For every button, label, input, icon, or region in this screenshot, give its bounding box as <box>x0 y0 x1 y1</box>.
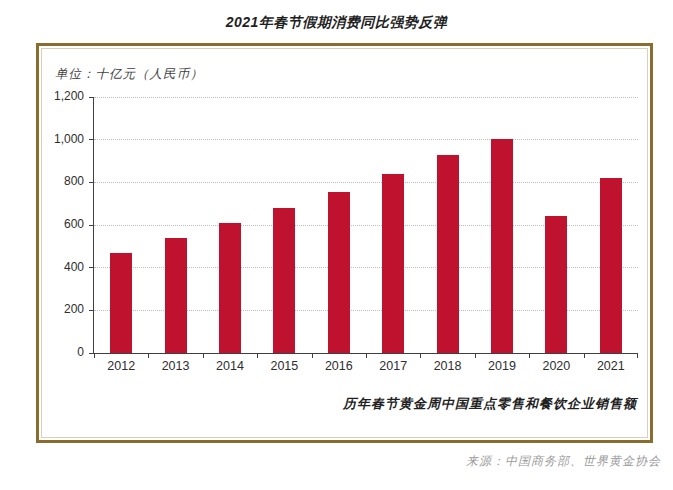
chart-frame: 单位：十亿元（人民币） 02004006008001,0001,20020122… <box>36 43 653 443</box>
grid-line <box>94 139 638 140</box>
y-axis-label: 200 <box>38 302 84 316</box>
y-axis-tick <box>89 310 94 311</box>
source-note: 来源：中国商务部、世界黄金协会 <box>466 453 661 470</box>
x-axis-tick <box>637 353 638 358</box>
bar <box>219 223 241 353</box>
bar <box>491 139 513 353</box>
x-axis-label: 2020 <box>529 359 583 373</box>
y-axis-label: 600 <box>38 217 84 231</box>
x-axis-label: 2013 <box>148 359 202 373</box>
chart-caption: 历年春节黄金周中国重点零售和餐饮企业销售额 <box>343 395 637 413</box>
x-axis-tick <box>94 353 95 358</box>
bar <box>600 178 622 353</box>
grid-line <box>94 97 638 98</box>
bar <box>328 192 350 353</box>
y-axis-tick <box>89 97 94 98</box>
x-axis-label: 2019 <box>475 359 529 373</box>
x-axis-label: 2021 <box>584 359 638 373</box>
page: 2021年春节假期消费同比强势反弹 单位：十亿元（人民币） 0200400600… <box>0 0 673 490</box>
y-axis-label: 0 <box>38 345 84 359</box>
y-axis-label: 400 <box>38 260 84 274</box>
x-axis-label: 2016 <box>312 359 366 373</box>
x-axis-label: 2017 <box>366 359 420 373</box>
y-axis-tick <box>89 267 94 268</box>
y-axis-label: 1,000 <box>38 132 84 146</box>
x-axis-tick <box>529 353 530 358</box>
x-axis-label: 2012 <box>94 359 148 373</box>
bar <box>437 155 459 353</box>
x-axis-tick <box>203 353 204 358</box>
x-axis-label: 2018 <box>420 359 474 373</box>
x-axis-label: 2015 <box>257 359 311 373</box>
y-axis-tick <box>89 139 94 140</box>
x-axis-tick <box>420 353 421 358</box>
x-axis-tick <box>475 353 476 358</box>
x-axis-tick <box>584 353 585 358</box>
bar <box>545 216 567 353</box>
grid-line <box>94 182 638 183</box>
unit-label: 单位：十亿元（人民币） <box>55 66 204 83</box>
x-axis-label: 2014 <box>203 359 257 373</box>
y-axis-label: 1,200 <box>38 89 84 103</box>
bar <box>273 208 295 353</box>
bar <box>165 238 187 353</box>
y-axis-label: 800 <box>38 174 84 188</box>
y-axis-tick <box>89 225 94 226</box>
bar <box>382 174 404 353</box>
x-axis-tick <box>312 353 313 358</box>
page-title: 2021年春节假期消费同比强势反弹 <box>0 14 673 32</box>
bar-chart-plot: 02004006008001,0001,20020122013201420152… <box>93 97 638 354</box>
x-axis-tick <box>148 353 149 358</box>
x-axis-tick <box>366 353 367 358</box>
x-axis-tick <box>257 353 258 358</box>
bar <box>110 253 132 353</box>
y-axis-tick <box>89 182 94 183</box>
